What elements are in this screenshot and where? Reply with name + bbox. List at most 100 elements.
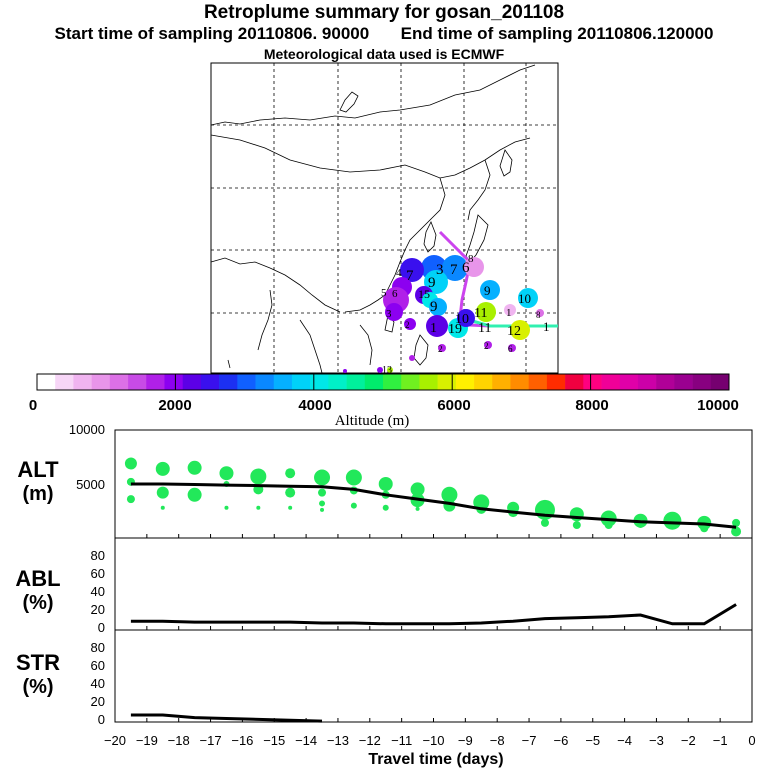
plume-marker [438, 344, 446, 352]
panel-labels: ALT (m) ABL (%) STR (%) [15, 457, 60, 698]
colorbar-swatch [310, 374, 329, 390]
colorbar-swatch [637, 374, 657, 390]
met-data-label: Meteorological data used is ECMWF [263, 46, 505, 62]
altitude-blob [224, 505, 229, 510]
x-tick-label: −15 [263, 733, 285, 748]
colorbar-swatch [200, 374, 220, 390]
day-label: 12 [507, 324, 521, 339]
colorbar-swatch [346, 374, 366, 390]
altitude-blob [187, 460, 202, 475]
colorbar-swatch [128, 374, 147, 390]
abl-ytick: 80 [91, 548, 105, 563]
altitude-blob [318, 488, 327, 497]
colorbar-swatch [692, 374, 712, 390]
altitude-blob [378, 477, 393, 491]
x-tick-label: −2 [681, 733, 696, 748]
colorbar-swatch [273, 374, 293, 390]
colorbar-swatch [546, 374, 566, 390]
start-time-label: Start time of sampling 20110806. 90000 [54, 24, 370, 43]
colorbar-swatch [583, 374, 602, 390]
colorbar-swatch [364, 374, 384, 390]
day-label: 11 [474, 306, 487, 321]
x-tick-label: 0 [748, 733, 755, 748]
plume-marker [504, 304, 516, 316]
abl-ytick: 60 [91, 566, 105, 581]
x-tick-label: −3 [649, 733, 664, 748]
day-label: 3 [386, 308, 392, 320]
abl-panel-frame [114, 537, 753, 631]
plume-marker [510, 320, 530, 340]
colorbar-swatch [219, 374, 238, 390]
altitude-blob [156, 486, 169, 499]
x-tick-label: −1 [713, 733, 728, 748]
colorbar-swatch [109, 374, 129, 390]
map-frame [210, 62, 559, 374]
colorbar-swatch [528, 374, 548, 390]
plume-marker [343, 369, 347, 373]
str-ytick: 0 [98, 712, 105, 727]
end-time-label: End time of sampling 20110806.120000 [400, 24, 714, 43]
x-tick-label: −10 [422, 733, 444, 748]
colorbar-border [36, 373, 730, 391]
colorbar-swatch [455, 374, 475, 390]
altitude-blob [314, 469, 331, 486]
day-label: 11 [478, 321, 491, 336]
colorbar-tick-label: 10000 [697, 397, 739, 414]
x-tick-label: −7 [522, 733, 537, 748]
alt-unit: (m) [22, 483, 53, 505]
colorbar-swatch [182, 374, 202, 390]
plume-marker [442, 255, 468, 281]
x-tick-label: −4 [617, 733, 632, 748]
str-ytick: 60 [91, 658, 105, 673]
altitude-blob [441, 486, 458, 503]
altitude-blob [350, 502, 357, 509]
str-line [130, 713, 323, 723]
alt-ytick: 10000 [69, 422, 105, 437]
altitude-blob [415, 506, 420, 511]
day-label: 10 [518, 291, 531, 306]
plume-marker [484, 341, 492, 349]
alt-ytick: 5000 [76, 477, 105, 492]
colorbar-swatch [510, 374, 529, 390]
plume-marker [424, 270, 448, 294]
plume-marker [518, 288, 538, 308]
altitude-blob [731, 526, 742, 537]
colorbar-swatch [401, 374, 420, 390]
colorbar-tick-label: 6000 [437, 397, 470, 414]
x-tick-label: −16 [231, 733, 253, 748]
altitude-blob [540, 518, 549, 527]
altitude-blob [124, 457, 137, 470]
day-label: 1 [430, 321, 437, 336]
altitude-blob [732, 518, 741, 527]
abl-ytick: 0 [98, 620, 105, 635]
day-label: 7 [406, 268, 414, 284]
colorbar-swatch [164, 374, 183, 390]
colorbar-swatch [710, 374, 730, 390]
colorbar-tick-label: 8000 [575, 397, 608, 414]
day-label: 9 [484, 283, 491, 298]
plume-marker [400, 258, 424, 282]
x-tick-label: −18 [168, 733, 190, 748]
x-tick-labels: −20 −19 −18 −17 −16 −15 −14 −13 −12 −11 −10 −9 −8 −7−… [104, 534, 756, 748]
str-ytick: 80 [91, 640, 105, 655]
str-unit: (%) [22, 676, 53, 698]
colorbar-swatch [255, 374, 275, 390]
day-label: 9 [428, 275, 436, 291]
altitude-blob [285, 468, 296, 479]
str-ytick: 40 [91, 676, 105, 691]
chart-title: Retroplume summary for gosan_201108 [203, 2, 565, 23]
str-label: STR [16, 650, 60, 675]
x-tick-label: −19 [136, 733, 158, 748]
str-panel-frame [114, 629, 753, 723]
day-label: 2 [438, 344, 443, 354]
plot-area [124, 457, 742, 723]
x-tick-label: −13 [327, 733, 349, 748]
x-tick-label: −6 [553, 733, 568, 748]
colorbar-swatch [656, 374, 675, 390]
day-label: 2 [405, 320, 410, 330]
colorbar-swatch [565, 374, 584, 390]
day-label: 19 [448, 322, 462, 337]
day-label: 10 [455, 312, 469, 327]
altitude-blob [250, 468, 267, 485]
